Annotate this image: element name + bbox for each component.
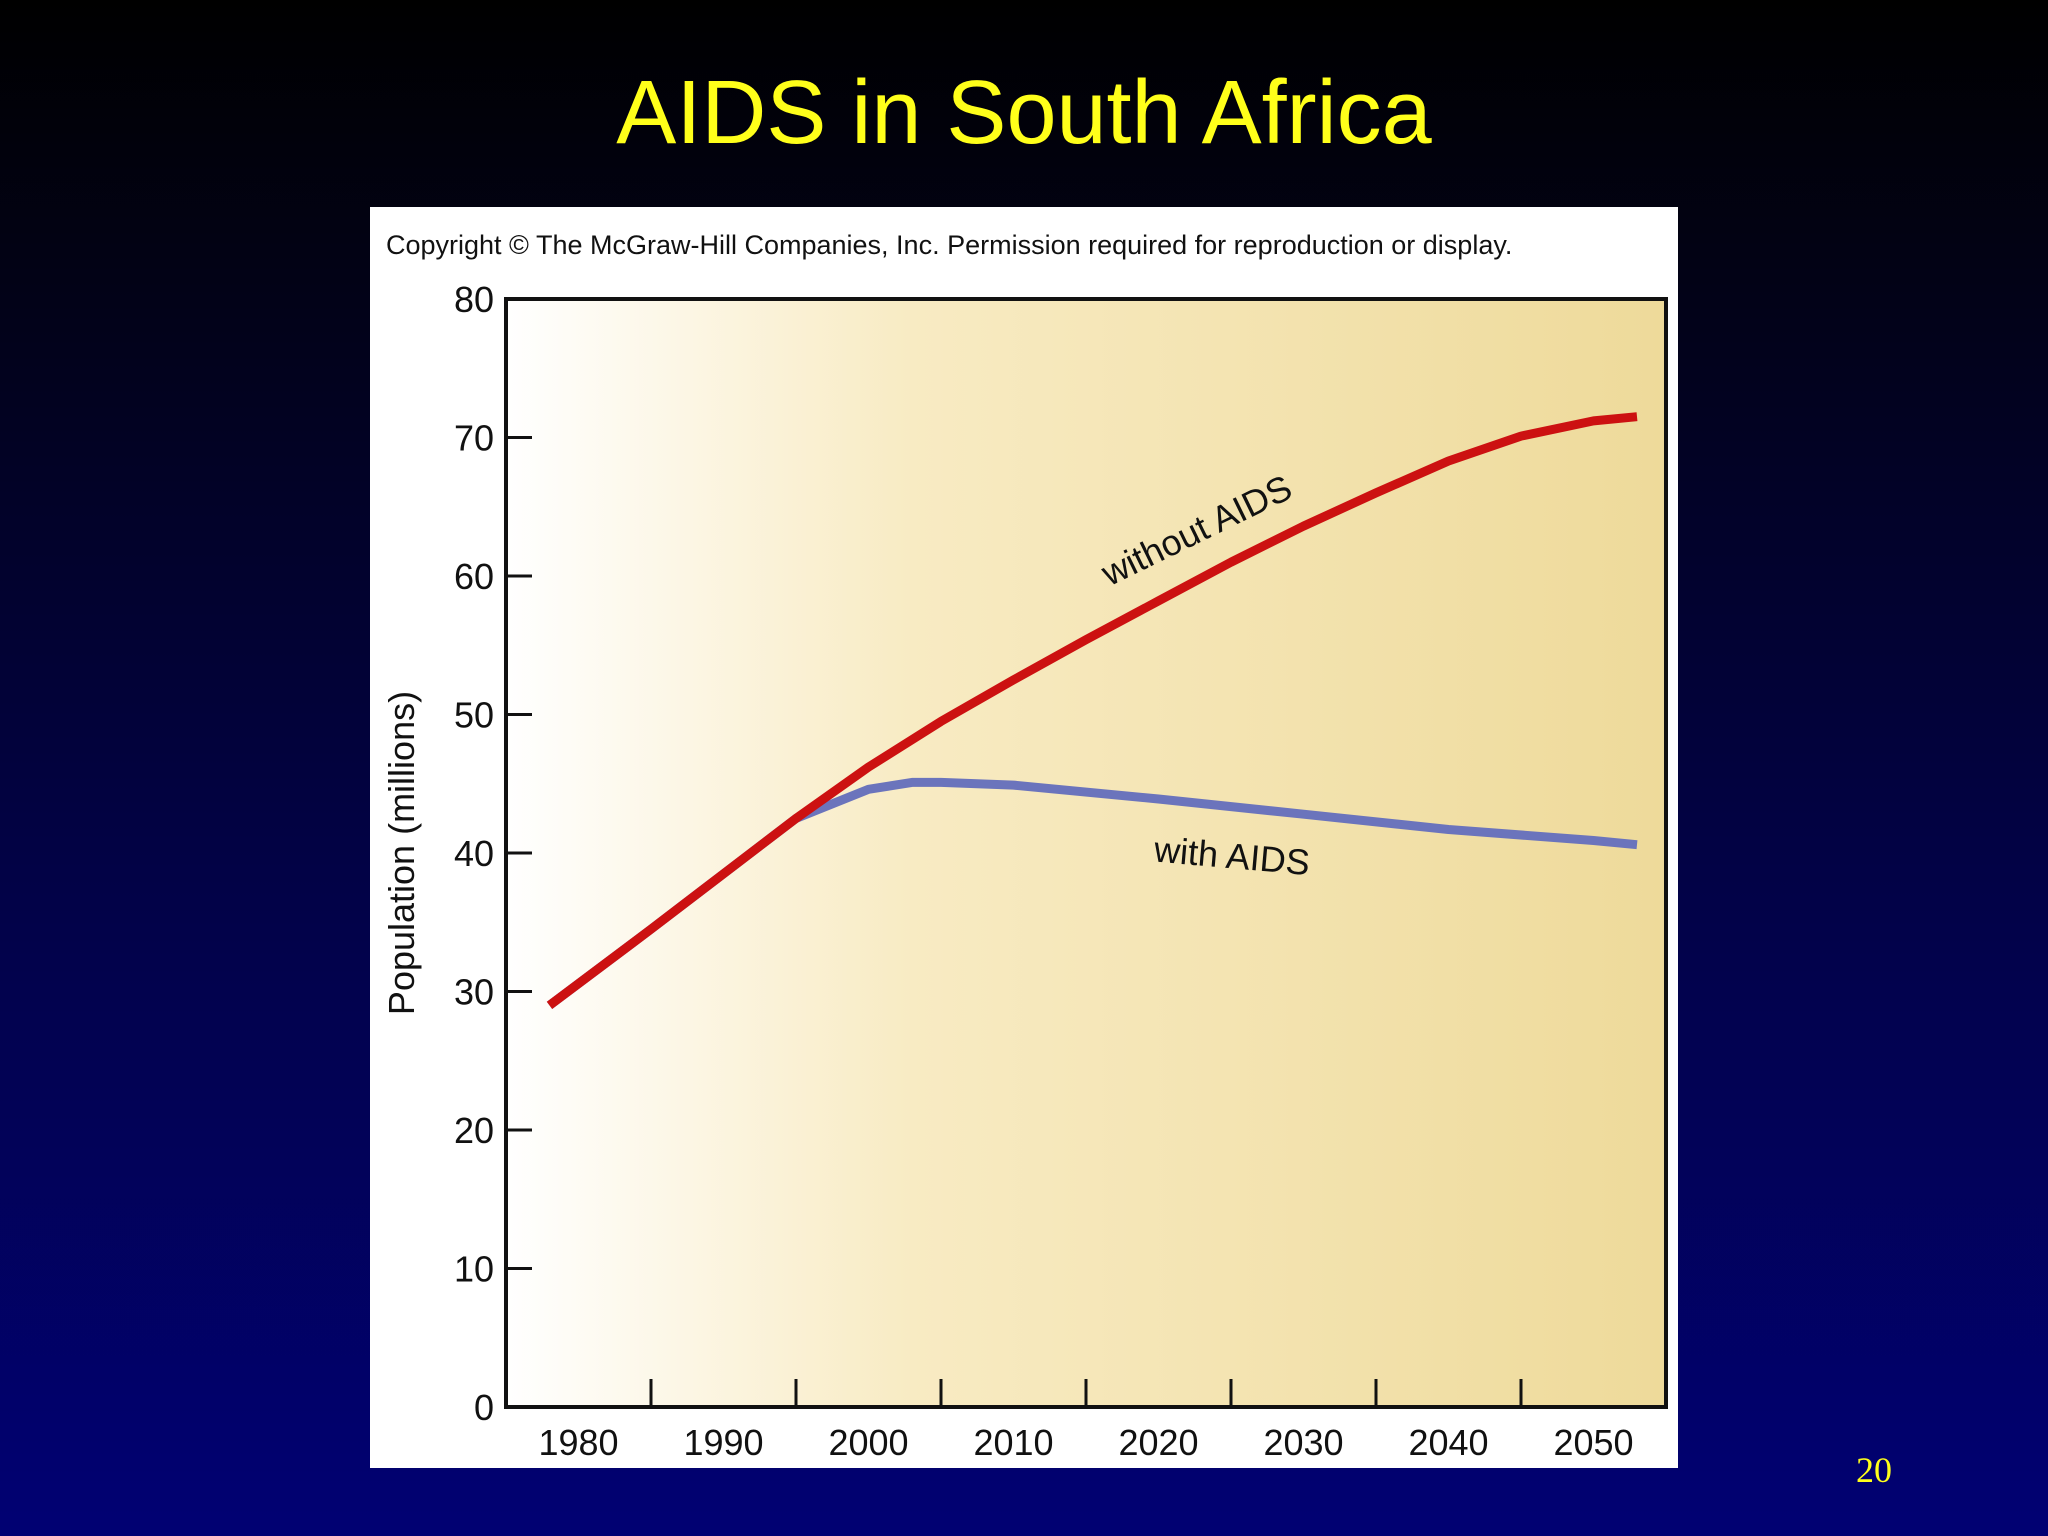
y-axis-label: Population (millions) [381,691,422,1015]
x-tick-label: 2050 [1553,1422,1633,1463]
x-tick-label: 2030 [1263,1422,1343,1463]
y-tick-label: 30 [454,972,494,1013]
x-tick-label: 1990 [683,1422,763,1463]
y-tick-label: 20 [454,1110,494,1151]
plot-area [506,299,1666,1407]
x-tick-label: 2020 [1118,1422,1198,1463]
y-tick-label: 50 [454,695,494,736]
y-tick-label: 10 [454,1249,494,1290]
x-tick-label: 2010 [973,1422,1053,1463]
copyright-notice: Copyright © The McGraw-Hill Companies, I… [386,230,1512,260]
slide-title: AIDS in South Africa [616,63,1432,163]
x-tick-label: 2040 [1408,1422,1488,1463]
page-number: 20 [1856,1450,1892,1490]
series-line-without-aids [546,412,1638,1009]
y-tick-label: 40 [454,833,494,874]
x-tick-label: 2000 [828,1422,908,1463]
plot-frame [504,297,1668,1409]
y-tick-label: 0 [474,1387,494,1428]
population-line-chart: Copyright © The McGraw-Hill Companies, I… [381,230,1668,1463]
x-tick-label: 1980 [538,1422,618,1463]
y-tick-label: 70 [454,418,494,459]
y-tick-label: 60 [454,556,494,597]
y-tick-label: 80 [454,279,494,320]
chart-figure: Copyright © The McGraw-Hill Companies, I… [370,207,1678,1468]
